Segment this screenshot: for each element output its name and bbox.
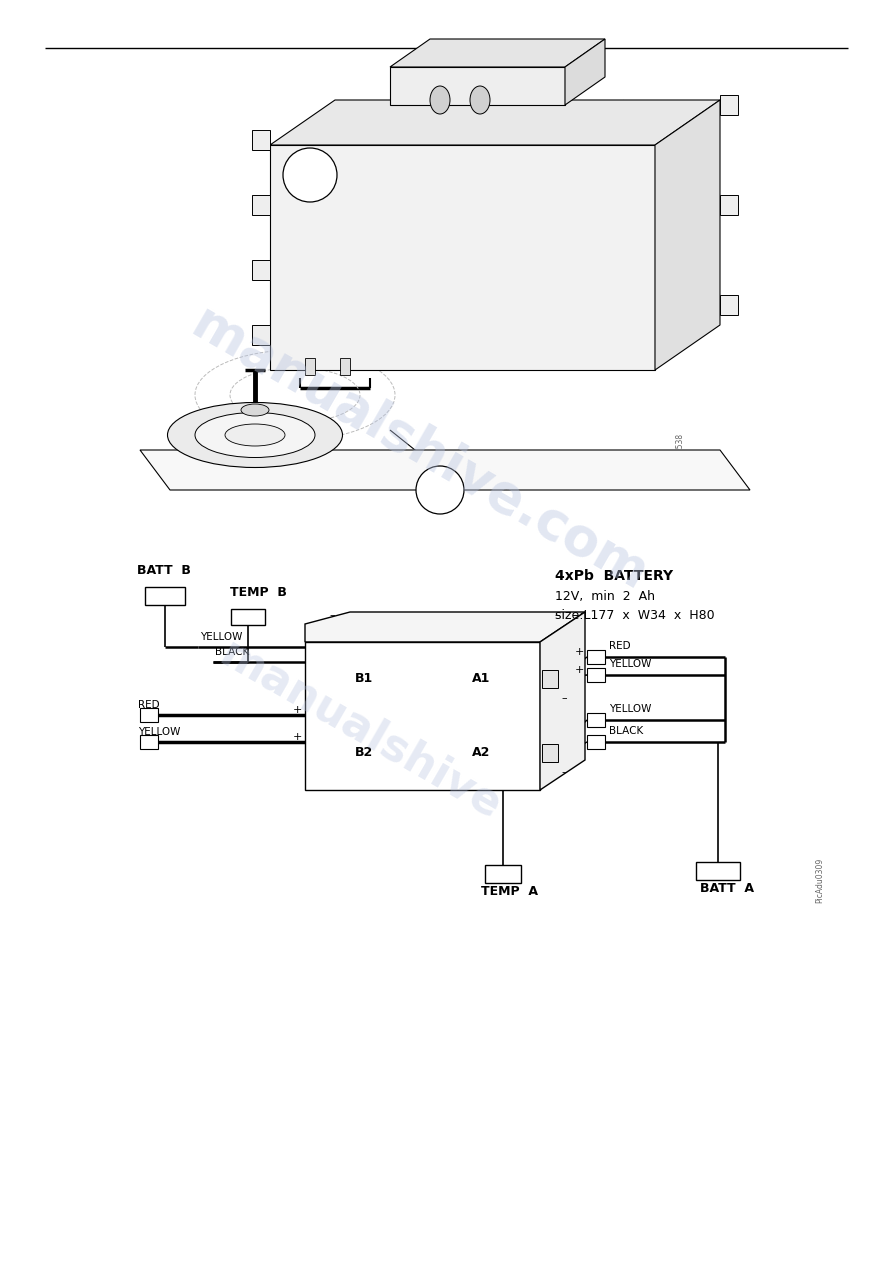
Text: PicAdu0538: PicAdu0538 [675,432,685,477]
Polygon shape [140,709,158,722]
Text: –: – [561,693,567,703]
Polygon shape [252,325,270,345]
Text: 12V,  min  2  Ah: 12V, min 2 Ah [555,590,655,602]
Polygon shape [587,668,605,682]
Ellipse shape [430,86,450,114]
Polygon shape [485,865,521,883]
Polygon shape [696,863,740,880]
Polygon shape [340,357,350,375]
Text: YELLOW: YELLOW [138,727,180,738]
Circle shape [416,466,464,514]
Polygon shape [140,735,158,749]
Text: +: + [574,666,584,674]
Ellipse shape [470,86,490,114]
Ellipse shape [241,404,269,416]
Ellipse shape [225,424,285,446]
Polygon shape [720,95,738,115]
Polygon shape [565,39,605,105]
Polygon shape [542,669,558,688]
Text: B1: B1 [355,672,373,686]
Polygon shape [542,744,558,762]
Text: TEMP  B: TEMP B [230,586,287,599]
Text: BLACK: BLACK [609,726,643,736]
Polygon shape [252,130,270,150]
Text: –: – [330,610,335,620]
Text: TEMP  A: TEMP A [481,885,538,898]
Polygon shape [252,195,270,215]
Ellipse shape [195,413,315,457]
Polygon shape [145,587,185,605]
Text: B2: B2 [355,746,373,759]
Polygon shape [305,357,315,375]
Text: BATT  A: BATT A [700,882,754,895]
Ellipse shape [168,403,343,467]
Polygon shape [305,613,585,642]
Text: BLACK: BLACK [215,647,249,657]
Text: +: + [292,705,302,715]
Polygon shape [587,650,605,664]
Text: RED: RED [138,700,160,710]
Text: BATT  B: BATT B [137,565,191,577]
Text: manualshive.com: manualshive.com [182,298,657,602]
Polygon shape [720,296,738,314]
Polygon shape [390,67,565,105]
Polygon shape [390,39,605,67]
Polygon shape [231,609,265,625]
Text: YELLOW: YELLOW [200,632,242,642]
Text: –: – [561,767,567,777]
Text: manualshive: manualshive [212,632,508,829]
Polygon shape [140,450,750,490]
Text: YELLOW: YELLOW [609,659,651,669]
Text: +: + [292,733,302,741]
Circle shape [283,148,337,202]
Text: RED: RED [609,642,630,650]
Text: A1: A1 [472,672,490,686]
Polygon shape [252,260,270,280]
Polygon shape [270,100,720,145]
Polygon shape [587,735,605,749]
Text: –: – [555,610,560,620]
Text: +: + [574,647,584,657]
Text: size:L177  x  W34  x  H80: size:L177 x W34 x H80 [555,609,714,621]
Text: PicAdu0309: PicAdu0309 [815,858,824,903]
Polygon shape [305,642,540,789]
Polygon shape [655,100,720,370]
Polygon shape [540,613,585,789]
Polygon shape [587,714,605,727]
Text: YELLOW: YELLOW [609,703,651,714]
Text: A2: A2 [472,746,490,759]
Polygon shape [270,145,655,370]
Text: 4xPb  BATTERY: 4xPb BATTERY [555,570,673,584]
Polygon shape [720,195,738,215]
